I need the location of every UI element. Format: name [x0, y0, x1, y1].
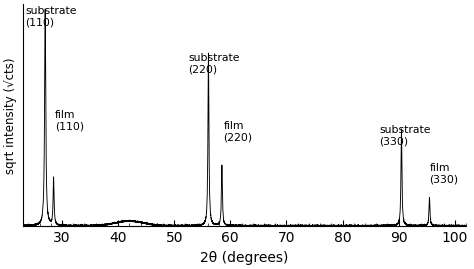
Text: film
(110): film (110)	[55, 110, 84, 132]
X-axis label: 2θ (degrees): 2θ (degrees)	[200, 251, 289, 265]
Y-axis label: sqrt intensity (√cts): sqrt intensity (√cts)	[4, 57, 17, 174]
Text: film
(330): film (330)	[429, 163, 459, 185]
Text: substrate
(220): substrate (220)	[188, 53, 240, 75]
Text: substrate
(330): substrate (330)	[379, 125, 430, 146]
Text: substrate
(110): substrate (110)	[26, 6, 77, 28]
Text: film
(220): film (220)	[224, 121, 253, 142]
